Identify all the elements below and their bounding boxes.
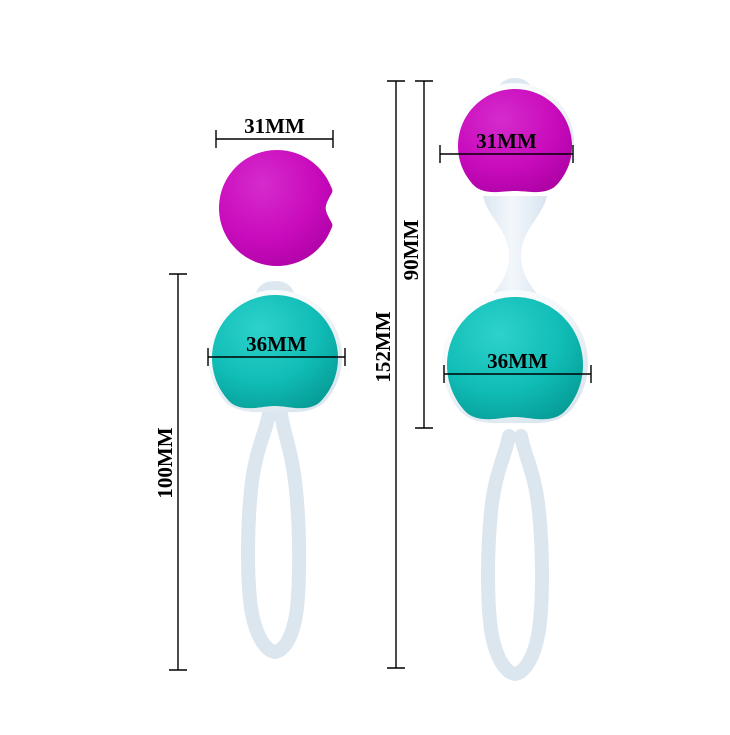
svg-text:152MM: 152MM	[371, 311, 395, 382]
svg-text:36MM: 36MM	[246, 332, 307, 356]
svg-text:31MM: 31MM	[476, 129, 537, 153]
svg-text:31MM: 31MM	[244, 114, 305, 138]
svg-text:36MM: 36MM	[487, 349, 548, 373]
svg-text:100MM: 100MM	[153, 427, 177, 498]
svg-text:90MM: 90MM	[399, 220, 423, 281]
